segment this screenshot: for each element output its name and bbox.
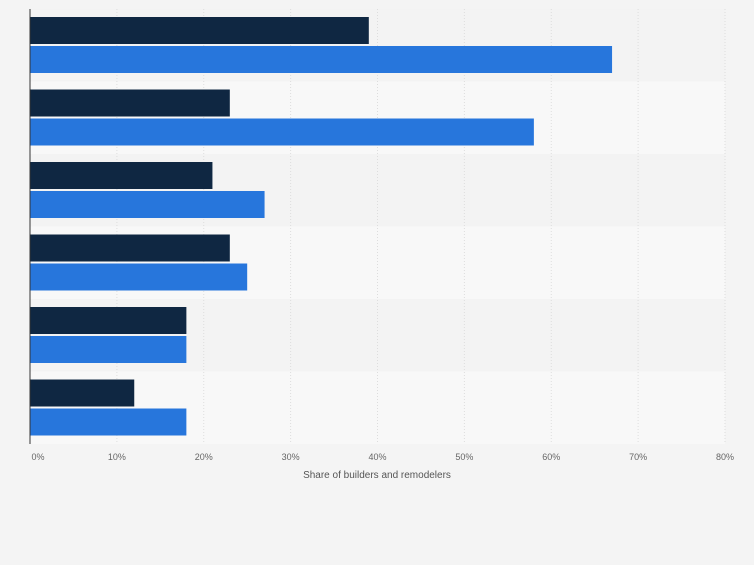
bar-series-2 [30, 118, 534, 146]
x-axis-label: Share of builders and remodelers [303, 470, 451, 481]
x-tick-label: 70% [629, 452, 647, 462]
x-tick-labels: 0% 10% 20% 30% 40% 50% 60% 70% 80% [31, 452, 734, 462]
bar-series-2 [30, 408, 187, 436]
bar-series-2 [30, 263, 248, 291]
bars [30, 17, 613, 436]
bar-series-1 [30, 89, 230, 117]
x-tick-label: 40% [368, 452, 386, 462]
bar-series-2 [30, 191, 265, 218]
bar-series-1 [30, 17, 369, 44]
x-tick-label: 80% [716, 452, 734, 462]
x-tick-label: 20% [195, 452, 213, 462]
bar-series-1 [30, 307, 187, 334]
x-tick-label: 10% [108, 452, 126, 462]
bar-series-2 [30, 336, 187, 363]
bar-series-1 [30, 234, 230, 262]
bar-series-1 [30, 379, 135, 407]
x-tick-label: 0% [31, 452, 44, 462]
bar-series-1 [30, 162, 213, 189]
bar-series-2 [30, 46, 613, 73]
gridlines [116, 9, 726, 444]
x-tick-label: 50% [455, 452, 473, 462]
x-tick-label: 60% [542, 452, 560, 462]
x-tick-label: 30% [282, 452, 300, 462]
